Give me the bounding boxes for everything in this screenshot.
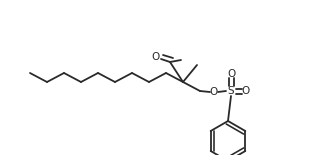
Text: O: O: [152, 52, 160, 62]
Text: O: O: [227, 69, 235, 79]
Text: S: S: [228, 86, 234, 96]
Text: O: O: [210, 87, 218, 97]
Text: O: O: [242, 86, 250, 96]
